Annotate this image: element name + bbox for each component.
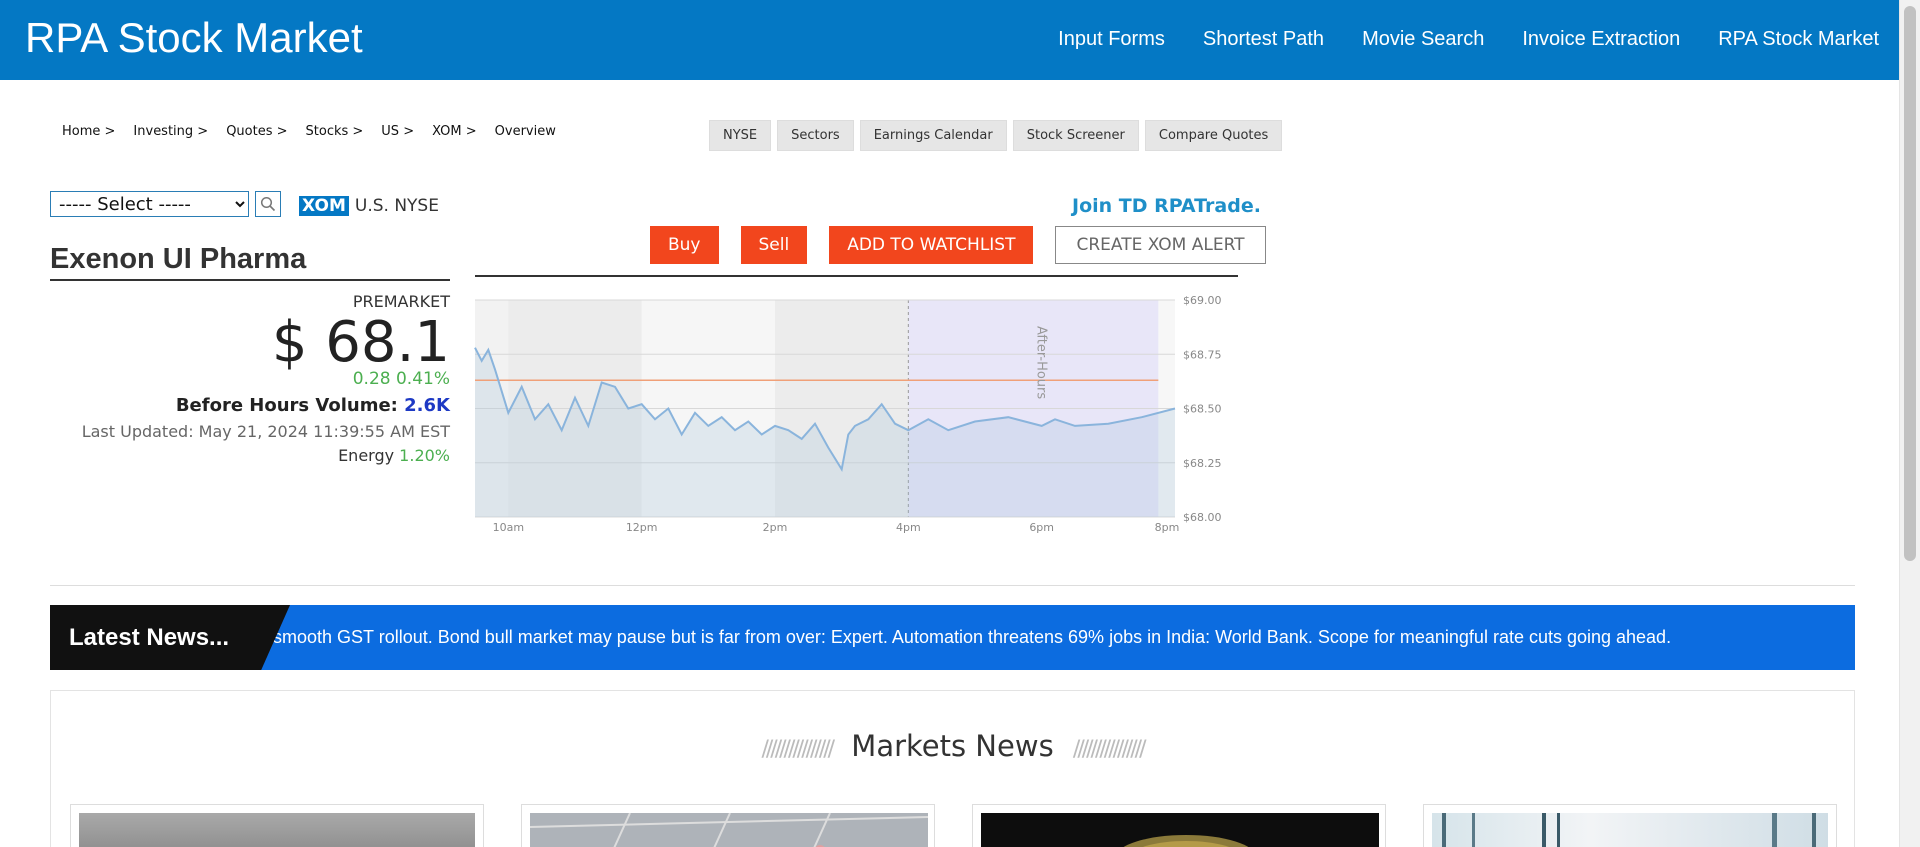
session-label: PREMARKET (352, 292, 450, 311)
sector-name: Energy (338, 446, 395, 465)
market-subtabs: NYSE Sectors Earnings Calendar Stock Scr… (709, 120, 1283, 151)
y-tick-label: $68.00 (1183, 511, 1222, 524)
news-cards (70, 804, 1837, 847)
markets-news-heading: //////////////// Markets News //////////… (51, 729, 1854, 763)
symbol-code: XOM (299, 196, 349, 216)
heading-decoration-right: //////////////// (1072, 737, 1147, 762)
y-tick-label: $68.50 (1183, 403, 1222, 416)
company-name: Exenon UI Pharma (50, 243, 450, 281)
breadcrumb-overview[interactable]: Overview (494, 124, 556, 139)
buy-button[interactable]: Buy (650, 226, 719, 264)
volume-label: Before Hours Volume: (175, 395, 398, 416)
x-tick-label: 10am (493, 521, 524, 534)
calendar-image-art (529, 812, 929, 847)
brand-title[interactable]: RPA Stock Market (25, 14, 363, 61)
news-ticker-text[interactable]: r smooth GST rollout. Bond bull market m… (262, 627, 1672, 647)
volume-value: 2.6K (404, 395, 450, 416)
price-change: 0.28 0.41% (352, 369, 450, 389)
breadcrumb-stocks[interactable]: Stocks > (305, 124, 364, 139)
add-to-watchlist-button[interactable]: ADD TO WATCHLIST (829, 226, 1034, 264)
x-tick-label: 8pm (1155, 521, 1180, 534)
nav-input-forms[interactable]: Input Forms (1058, 28, 1165, 50)
markets-news-title: Markets News (851, 729, 1054, 763)
nav-movie-search[interactable]: Movie Search (1362, 28, 1485, 50)
scrollbar-thumb[interactable] (1904, 6, 1916, 561)
last-updated: Last Updated: May 21, 2024 11:39:55 AM E… (81, 422, 450, 441)
nav-rpa-stock-market[interactable]: RPA Stock Market (1718, 28, 1879, 50)
main-nav: Input Forms Shortest Path Movie Search I… (1058, 28, 1879, 51)
y-tick-label: $68.25 (1183, 457, 1222, 470)
sector-line: Energy 1.20% (50, 446, 450, 465)
quote-panel: PREMARKET $ 68.1 0.28 0.41% Before Hours… (50, 292, 450, 465)
news-card[interactable] (1423, 804, 1837, 847)
news-card-image[interactable] (981, 813, 1379, 847)
section-divider (50, 585, 1855, 586)
tab-sectors[interactable]: Sectors (777, 120, 854, 151)
search-button[interactable] (255, 191, 281, 217)
quote-actions: Buy Sell ADD TO WATCHLIST CREATE XOM ALE… (650, 226, 1266, 264)
breadcrumb-quotes[interactable]: Quotes > (226, 124, 288, 139)
create-alert-button[interactable]: CREATE XOM ALERT (1055, 226, 1266, 264)
tab-stock-screener[interactable]: Stock Screener (1012, 120, 1139, 151)
top-navbar: RPA Stock Market Input Forms Shortest Pa… (0, 0, 1899, 80)
breadcrumb-us[interactable]: US > (381, 124, 415, 139)
x-tick-label: 4pm (896, 521, 921, 534)
sector-change: 1.20% (399, 446, 450, 465)
building-image-art (1442, 813, 1816, 847)
tab-compare-quotes[interactable]: Compare Quotes (1144, 120, 1283, 151)
news-card[interactable] (70, 804, 484, 847)
stock-select[interactable]: ----- Select ----- (50, 191, 249, 217)
tab-earnings-calendar[interactable]: Earnings Calendar (859, 120, 1007, 151)
volume-line: Before Hours Volume: 2.6K (50, 395, 450, 416)
news-ticker-label: Latest News... (50, 605, 290, 670)
breadcrumb-home[interactable]: Home > (62, 124, 116, 139)
breadcrumb: Home > Investing > Quotes > Stocks > US … (62, 124, 556, 139)
markets-news-section: //////////////// Markets News //////////… (50, 690, 1855, 847)
symbol-info: XOM U.S. NYSE (299, 196, 439, 216)
nav-invoice-extraction[interactable]: Invoice Extraction (1522, 28, 1681, 50)
news-card-image[interactable] (79, 813, 475, 847)
y-tick-label: $69.00 (1183, 294, 1222, 307)
news-ticker: Latest News... r smooth GST rollout. Bon… (50, 605, 1855, 670)
join-link[interactable]: Join TD RPATrade. (1072, 195, 1261, 217)
after-hours-label: After-Hours (1034, 326, 1049, 399)
news-card[interactable] (972, 804, 1386, 847)
heading-decoration-left: //////////////// (761, 737, 835, 762)
news-card-image[interactable] (1432, 813, 1828, 847)
news-card-image[interactable] (529, 812, 929, 847)
price-line (474, 347, 1176, 473)
price-area (475, 347, 1175, 517)
y-tick-label: $68.75 (1183, 348, 1222, 361)
news-card[interactable] (521, 804, 935, 847)
symbol-exchange: U.S. NYSE (354, 196, 439, 216)
page-scrollbar[interactable] (1899, 0, 1920, 847)
breadcrumb-investing[interactable]: Investing > (133, 124, 209, 139)
search-icon (260, 196, 276, 212)
x-tick-label: 2pm (763, 521, 788, 534)
breadcrumb-xom[interactable]: XOM > (432, 124, 477, 139)
tab-nyse[interactable]: NYSE (709, 120, 772, 151)
x-tick-label: 12pm (626, 521, 658, 534)
stock-price: $ 68.1 (271, 310, 450, 375)
chart-top-rule (475, 275, 1238, 277)
nav-shortest-path[interactable]: Shortest Path (1202, 28, 1325, 50)
sell-button[interactable]: Sell (740, 226, 808, 264)
price-chart[interactable]: $69.00 $68.75 $68.50 $68.25 $68.00 10am 12pm 2p… (470, 290, 1240, 540)
x-tick-label: 6pm (1029, 521, 1054, 534)
coin-image-art (981, 813, 1379, 847)
